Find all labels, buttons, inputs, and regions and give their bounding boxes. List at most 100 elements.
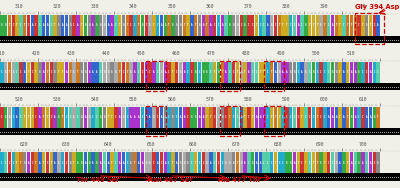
Text: C: C (233, 70, 234, 74)
Text: C: C (66, 161, 67, 165)
Bar (46, 15, 49, 36)
Text: A: A (138, 161, 139, 165)
Bar (372, 62, 376, 83)
Bar (69, 107, 72, 128)
Text: T: T (244, 70, 246, 74)
Bar (365, 62, 368, 83)
Text: G: G (377, 161, 379, 165)
Text: A: A (184, 70, 185, 74)
Bar (114, 62, 118, 83)
Bar (285, 62, 289, 83)
Text: 490: 490 (277, 52, 286, 56)
Text: C: C (298, 115, 299, 120)
Text: A: A (267, 23, 268, 27)
Bar (334, 152, 338, 173)
Text: 570: 570 (206, 97, 214, 102)
Text: G: G (108, 70, 109, 74)
Bar (354, 152, 357, 173)
Bar (354, 107, 357, 128)
Text: G: G (271, 23, 272, 27)
Text: C: C (267, 115, 268, 120)
Text: A: A (138, 115, 139, 120)
Bar (122, 107, 125, 128)
Text: A: A (32, 23, 33, 27)
Text: A: A (362, 161, 364, 165)
Text: G: G (374, 115, 375, 120)
Text: G: G (5, 23, 6, 27)
Text: G: G (305, 23, 306, 27)
Text: T: T (81, 23, 82, 27)
Text: A: A (354, 70, 356, 74)
Bar (137, 15, 140, 36)
Text: C: C (199, 161, 200, 165)
Text: 540: 540 (91, 97, 100, 102)
Bar (190, 15, 194, 36)
Bar (206, 62, 209, 83)
Bar (122, 62, 125, 83)
Text: G: G (115, 70, 116, 74)
Text: T: T (62, 115, 63, 120)
Bar (168, 62, 171, 83)
Text: C: C (199, 70, 200, 74)
Bar (156, 62, 160, 83)
Text: A: A (282, 70, 284, 74)
Text: T: T (126, 70, 128, 74)
Bar (110, 152, 114, 173)
Bar (110, 107, 114, 128)
Bar (236, 152, 239, 173)
Text: 680: 680 (274, 142, 282, 147)
Text: G: G (202, 70, 204, 74)
Text: 330: 330 (91, 5, 100, 9)
Bar (209, 62, 213, 83)
Bar (281, 15, 285, 36)
Bar (156, 15, 160, 36)
Text: C: C (176, 115, 177, 120)
Text: G: G (39, 70, 40, 74)
Text: C: C (77, 115, 78, 120)
Text: A: A (92, 23, 94, 27)
Bar (38, 15, 42, 36)
Bar (179, 62, 182, 83)
Text: C: C (138, 70, 139, 74)
Bar (296, 62, 300, 83)
Bar (255, 152, 258, 173)
Text: A: A (256, 115, 257, 120)
Text: 580: 580 (244, 97, 252, 102)
Bar (213, 152, 216, 173)
Bar (289, 15, 292, 36)
Text: T: T (347, 115, 348, 120)
Bar (194, 152, 198, 173)
Text: T: T (316, 23, 318, 27)
Bar (114, 152, 118, 173)
Bar (19, 15, 23, 36)
Text: 430: 430 (67, 52, 76, 56)
Bar (160, 152, 163, 173)
Bar (342, 152, 346, 173)
Bar (42, 107, 46, 128)
Text: C: C (20, 23, 22, 27)
Bar (331, 107, 334, 128)
Bar (289, 62, 292, 83)
Text: T: T (28, 70, 29, 74)
Bar (152, 62, 156, 83)
Text: A: A (88, 70, 90, 74)
Bar (346, 62, 350, 83)
Text: G: G (290, 161, 291, 165)
Text: G: G (146, 161, 147, 165)
Text: C: C (328, 23, 329, 27)
Text: G: G (218, 115, 219, 120)
Text: T: T (298, 161, 299, 165)
Text: C: C (286, 115, 288, 120)
Bar (312, 152, 315, 173)
Bar (72, 15, 76, 36)
Text: C: C (309, 115, 310, 120)
Bar (262, 15, 266, 36)
Text: C: C (377, 70, 379, 74)
Text: C: C (157, 115, 158, 120)
Bar (209, 107, 213, 128)
Bar (293, 62, 296, 83)
Text: C: C (149, 70, 151, 74)
Bar (57, 152, 61, 173)
Bar (91, 107, 95, 128)
Bar (156, 107, 160, 128)
